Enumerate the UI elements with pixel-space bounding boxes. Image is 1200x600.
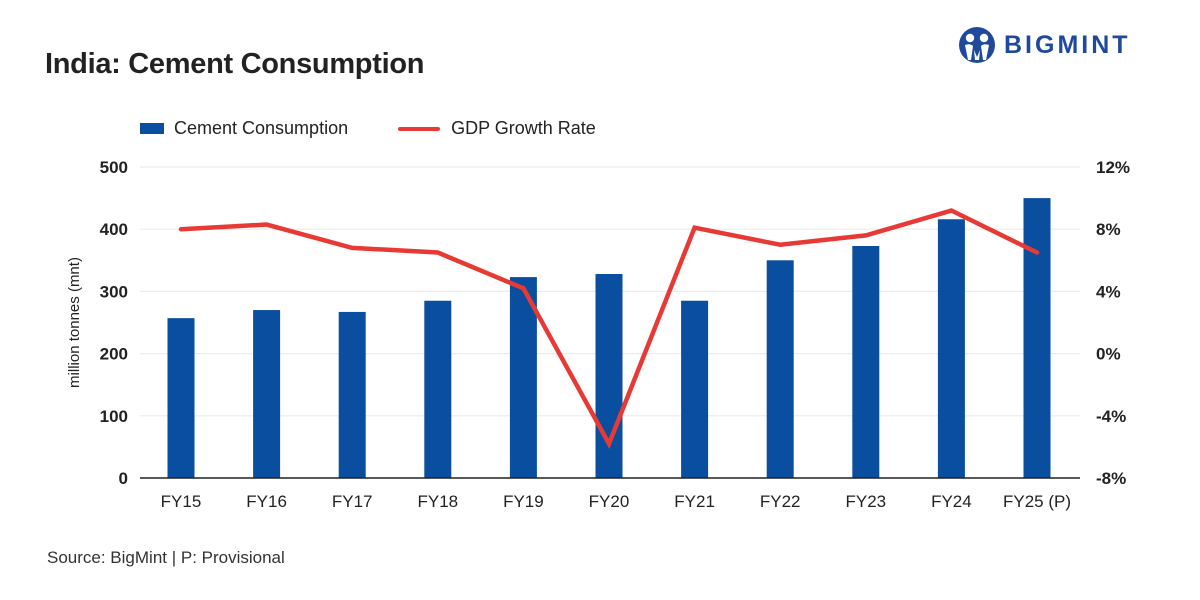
legend-label-gdp: GDP Growth Rate	[451, 118, 596, 138]
x-tick-label: FY15	[161, 492, 202, 511]
bar	[1023, 198, 1051, 478]
bar-series	[167, 198, 1051, 479]
bar	[766, 260, 794, 478]
bar	[937, 219, 965, 479]
source-note: Source: BigMint | P: Provisional	[47, 548, 285, 567]
axes: 0 100 200 300 400 500 -8% -4% 0% 4% 8% 12% million t…	[66, 158, 1130, 511]
bar	[338, 311, 366, 478]
x-tick-label: FY18	[417, 492, 458, 511]
y-tick-label: 200	[100, 345, 128, 364]
y2-tick-label: 4%	[1096, 282, 1121, 301]
x-tick-label: FY25 (P)	[1003, 492, 1071, 511]
y2-tick-label: 8%	[1096, 220, 1121, 239]
x-tick-label: FY21	[674, 492, 715, 511]
y2-tick-label: 12%	[1096, 158, 1130, 177]
chart-title: India: Cement Consumption	[45, 48, 425, 80]
y-axis-label: million tonnes (mnt)	[66, 257, 83, 388]
legend-label-cement: Cement Consumption	[174, 118, 349, 138]
bar	[253, 310, 281, 478]
x-tick-label: FY24	[931, 492, 972, 511]
y-tick-label: 300	[100, 282, 128, 301]
legend-swatch-bar	[140, 123, 164, 134]
y2-tick-label: -4%	[1096, 407, 1126, 426]
y2-tick-label: -8%	[1096, 469, 1126, 488]
x-tick-label: FY16	[246, 492, 287, 511]
bar	[852, 245, 880, 478]
brand-name: BIGMINT	[1004, 30, 1131, 59]
legend-item-cement: Cement Consumption	[140, 118, 348, 139]
x-tick-label: FY17	[332, 492, 373, 511]
brand-logo: BIGMINT	[958, 26, 1131, 64]
legend-item-gdp: GDP Growth Rate	[398, 118, 596, 139]
chart-legend: Cement Consumption GDP Growth Rate	[140, 118, 596, 139]
bar	[681, 300, 709, 478]
y-tick-label: 500	[100, 158, 128, 177]
bar	[509, 277, 537, 478]
bar	[167, 318, 195, 478]
y-tick-label: 0	[119, 469, 128, 488]
bar	[424, 300, 452, 478]
y-tick-label: 400	[100, 220, 128, 239]
legend-swatch-line	[398, 126, 441, 131]
line-series	[178, 208, 1040, 450]
bigmint-people-logo-icon	[959, 27, 995, 63]
x-tick-label: FY23	[845, 492, 886, 511]
y2-tick-label: 0%	[1096, 345, 1121, 364]
y-tick-label: 100	[100, 407, 128, 426]
x-tick-label: FY20	[589, 492, 630, 511]
x-tick-label: FY22	[760, 492, 801, 511]
x-tick-label: FY19	[503, 492, 544, 511]
